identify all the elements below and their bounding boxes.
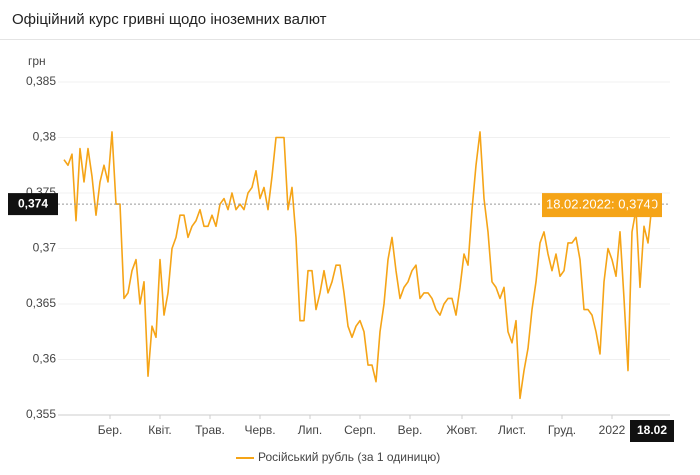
x-tick-label: 2022	[599, 423, 626, 437]
crosshair-x-box	[630, 420, 674, 442]
crosshair-y-box	[8, 193, 58, 216]
data-line	[63, 131, 653, 400]
crosshair-y-label: 0,374	[18, 196, 48, 210]
header: Офіційний курс гривні щодо іноземних вал…	[0, 0, 700, 40]
tooltip-box	[542, 193, 662, 218]
x-tick-label: Черв.	[244, 423, 275, 437]
x-tick-label: Груд.	[548, 423, 576, 437]
y-tick-label: 0,385	[26, 74, 56, 88]
y-axis-label: грн	[28, 54, 46, 68]
x-tick-label: Трав.	[195, 423, 225, 437]
x-tick-label: Жовт.	[446, 423, 477, 437]
y-tick-label: 0,355	[26, 407, 56, 421]
y-tick-label: 0,38	[33, 130, 57, 144]
x-tick-label: Вер.	[398, 423, 423, 437]
x-tick-label: Серп.	[344, 423, 376, 437]
y-tick-label: 0,36	[33, 352, 57, 366]
x-tick-label: Лист.	[498, 423, 526, 437]
y-tick-label: 0,365	[26, 296, 56, 310]
y-tick-label: 0,37	[33, 241, 57, 255]
legend-label: Російський рубль (за 1 одиницю)	[258, 450, 440, 464]
x-tick-label: Бер.	[98, 423, 123, 437]
tooltip-text: 18.02.2022: 0,3740	[546, 197, 658, 212]
x-tick-label: Лип.	[298, 423, 322, 437]
crosshair-x-label: 18.02	[637, 423, 667, 437]
hover-point	[649, 201, 655, 208]
x-tick-label: Квіт.	[148, 423, 172, 437]
